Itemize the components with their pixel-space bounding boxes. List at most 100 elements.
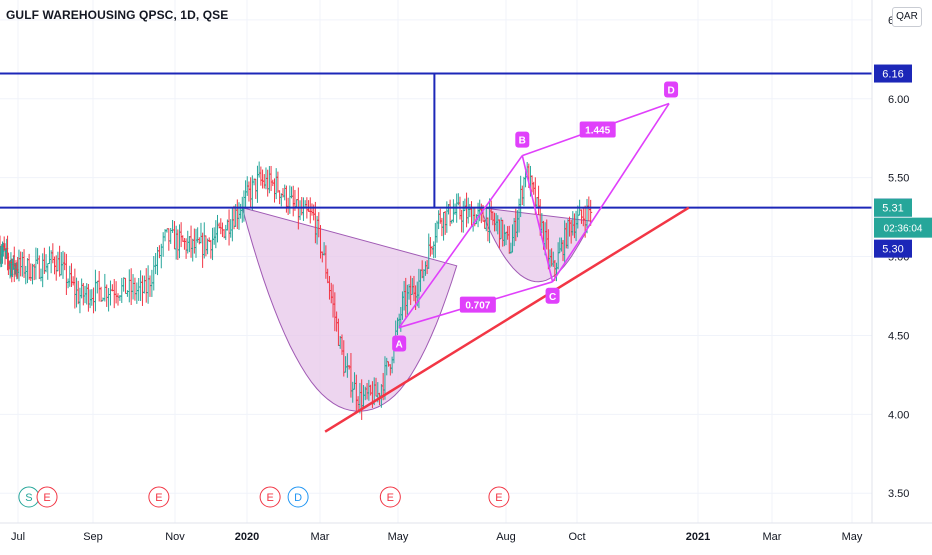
ohlc-bar: [537, 185, 541, 215]
y-tick-label: 5.50: [888, 173, 909, 185]
ohlc-bar: [129, 268, 133, 305]
ohlc-bar: [274, 168, 278, 200]
ohlc-bar: [114, 281, 118, 304]
countdown-label: 02:36:04: [884, 224, 923, 235]
ohlc-bar: [451, 199, 455, 223]
event-marker[interactable]: E: [488, 486, 510, 508]
ohlc-bar: [53, 256, 57, 275]
ohlc-bar: [301, 197, 305, 221]
ohlc-bar: [69, 263, 73, 287]
ohlc-bar: [199, 222, 203, 244]
ohlc-bar: [269, 165, 273, 192]
ohlc-bar: [161, 232, 165, 257]
ohlc-bar: [112, 278, 116, 309]
ohlc-bar: [448, 199, 452, 227]
ohlc-bar: [291, 185, 295, 217]
ohlc-bar: [131, 274, 135, 300]
ratio-label: 0.707: [465, 301, 490, 312]
ohlc-bar: [197, 237, 201, 245]
ohlc-bar: [232, 205, 236, 230]
event-marker[interactable]: S: [18, 486, 40, 508]
ohlc-bar: [463, 198, 467, 212]
target-level-label: 6.16: [882, 69, 903, 81]
price-bars: [0, 161, 593, 420]
x-tick-label: 2021: [686, 531, 710, 543]
ohlc-bar: [76, 280, 80, 305]
currency-button[interactable]: QAR: [892, 7, 922, 27]
ohlc-bar: [443, 210, 447, 235]
pattern-leg-bc[interactable]: [521, 155, 554, 282]
event-marker[interactable]: E: [259, 486, 281, 508]
ohlc-bar: [99, 286, 103, 302]
ohlc-bar: [105, 284, 109, 307]
chart-title: GULF WAREHOUSING QPSC, 1D, QSE: [6, 8, 229, 22]
event-marker[interactable]: E: [36, 486, 58, 508]
last-price-tag: [874, 198, 912, 217]
ohlc-bar: [254, 178, 258, 199]
ohlc-bar: [88, 289, 92, 309]
ohlc-bar: [471, 208, 475, 232]
harmonic-pattern: 0.707 1.445 A B C D: [392, 81, 679, 352]
ohlc-bar: [446, 204, 450, 215]
ohlc-bar: [204, 235, 208, 257]
ohlc-bar: [58, 245, 62, 277]
ohlc-bar: [428, 237, 432, 257]
pattern-point-d: D: [667, 86, 674, 97]
ohlc-bar: [120, 277, 124, 303]
y-tick-label: 3.50: [888, 488, 909, 500]
ohlc-bar: [172, 221, 176, 250]
ohlc-bar: [140, 275, 144, 306]
ohlc-bar: [437, 210, 441, 230]
ohlc-bar: [235, 199, 239, 230]
ohlc-bar: [468, 203, 472, 218]
ohlc-bar: [230, 207, 234, 242]
ohlc-bar: [31, 263, 35, 285]
ohlc-bar: [20, 251, 24, 277]
ohlc-bar: [259, 166, 263, 186]
ohlc-bar: [27, 253, 31, 280]
axes: 6.506.005.505.004.504.003.50JulSepNov202…: [0, 0, 932, 543]
ohlc-bar: [438, 208, 442, 224]
bid-label: 5.30: [882, 244, 903, 256]
ohlc-bar: [66, 278, 70, 289]
x-tick-label: Oct: [568, 531, 585, 543]
ohlc-bar: [68, 265, 72, 287]
ohlc-bar: [71, 276, 75, 286]
ohlc-bar: [194, 228, 198, 258]
ohlc-bar: [433, 222, 437, 258]
ohlc-bar: [219, 218, 223, 235]
ohlc-bar: [85, 283, 89, 305]
event-marker[interactable]: E: [148, 486, 170, 508]
target-level-tag: [874, 64, 912, 83]
ohlc-bar: [135, 282, 139, 304]
ohlc-bar: [192, 228, 196, 254]
ohlc-bar: [229, 219, 233, 238]
pattern-leg-cd[interactable]: [551, 103, 670, 283]
ohlc-bar: [47, 246, 51, 265]
countdown-tag: [874, 217, 932, 238]
ohlc-bar: [307, 200, 311, 212]
last-price-label: 5.31: [882, 203, 903, 215]
pattern-point-box: [515, 131, 530, 148]
ohlc-bar: [93, 269, 97, 312]
ohlc-bar: [25, 258, 29, 284]
event-marker[interactable]: D: [287, 486, 309, 508]
ohlc-bar: [34, 247, 38, 280]
ohlc-bar: [478, 199, 482, 222]
ohlc-bar: [267, 166, 271, 194]
ohlc-bar: [165, 228, 169, 233]
ohlc-bar: [298, 200, 302, 221]
ohlc-bar: [78, 287, 82, 314]
ohlc-bar: [239, 203, 243, 219]
pattern-leg-ab[interactable]: [398, 155, 523, 329]
pattern-point-box: [664, 81, 679, 98]
support-trendline[interactable]: [324, 206, 690, 433]
ratio-label: 1.445: [585, 126, 610, 137]
event-marker[interactable]: E: [379, 486, 401, 508]
x-tick-label: Sep: [83, 531, 103, 543]
ohlc-bar: [51, 243, 55, 264]
ohlc-bar: [56, 251, 60, 272]
ohlc-bar: [116, 293, 120, 306]
